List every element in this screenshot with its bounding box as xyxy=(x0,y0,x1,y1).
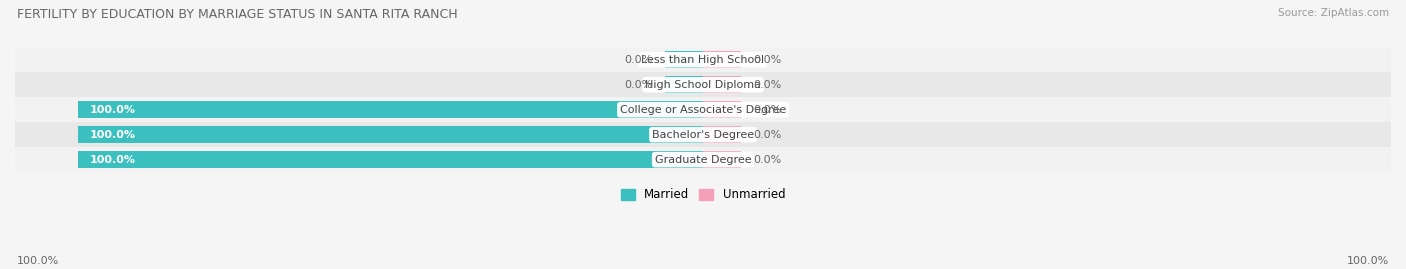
Text: 100.0%: 100.0% xyxy=(1347,256,1389,266)
Text: 0.0%: 0.0% xyxy=(624,55,652,65)
Text: FERTILITY BY EDUCATION BY MARRIAGE STATUS IN SANTA RITA RANCH: FERTILITY BY EDUCATION BY MARRIAGE STATU… xyxy=(17,8,457,21)
Bar xyxy=(15,97,1391,122)
Text: High School Diploma: High School Diploma xyxy=(645,80,761,90)
Bar xyxy=(15,72,1391,97)
Text: Source: ZipAtlas.com: Source: ZipAtlas.com xyxy=(1278,8,1389,18)
Bar xyxy=(77,151,703,168)
Legend: Married, Unmarried: Married, Unmarried xyxy=(616,184,790,206)
Text: College or Associate's Degree: College or Associate's Degree xyxy=(620,105,786,115)
Bar xyxy=(703,51,741,68)
Bar xyxy=(703,101,741,118)
Text: 100.0%: 100.0% xyxy=(90,105,136,115)
Bar xyxy=(77,101,703,118)
Bar xyxy=(77,126,703,143)
Text: Graduate Degree: Graduate Degree xyxy=(655,155,751,165)
Text: 0.0%: 0.0% xyxy=(754,105,782,115)
Text: 0.0%: 0.0% xyxy=(754,55,782,65)
Text: 0.0%: 0.0% xyxy=(754,155,782,165)
Text: 100.0%: 100.0% xyxy=(90,155,136,165)
Text: 0.0%: 0.0% xyxy=(624,80,652,90)
Text: 100.0%: 100.0% xyxy=(90,130,136,140)
Text: 0.0%: 0.0% xyxy=(754,80,782,90)
Bar xyxy=(703,76,741,93)
Text: Bachelor's Degree: Bachelor's Degree xyxy=(652,130,754,140)
Text: 0.0%: 0.0% xyxy=(754,130,782,140)
Bar xyxy=(703,151,741,168)
Text: 100.0%: 100.0% xyxy=(17,256,59,266)
Text: Less than High School: Less than High School xyxy=(641,55,765,65)
Bar xyxy=(703,126,741,143)
Bar xyxy=(15,122,1391,147)
Bar xyxy=(665,51,703,68)
Bar xyxy=(15,47,1391,72)
Bar xyxy=(665,76,703,93)
Bar xyxy=(15,147,1391,172)
